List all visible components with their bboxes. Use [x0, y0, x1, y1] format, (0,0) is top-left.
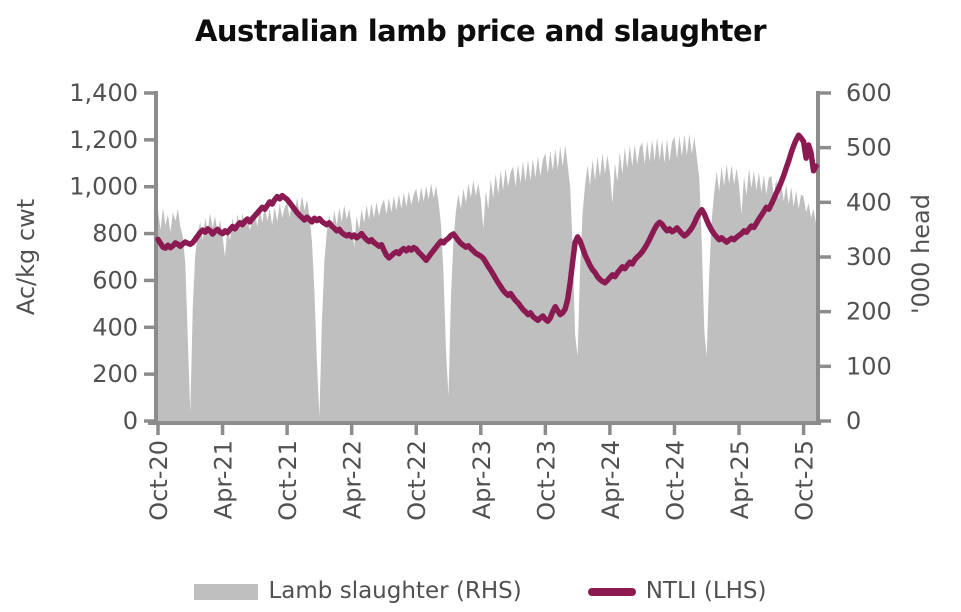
- x-axis-tick-label: Apr-21: [210, 440, 238, 519]
- x-axis-tick-label: Oct-21: [274, 440, 302, 521]
- left-axis-tick-label: 1,200: [69, 126, 138, 154]
- legend-item-ntli: NTLI (LHS): [587, 578, 767, 604]
- right-axis-tick-label: 600: [846, 79, 892, 107]
- ntli-legend-label: NTLI (LHS): [645, 578, 767, 604]
- chart-legend: Lamb slaughter (RHS) NTLI (LHS): [0, 580, 961, 603]
- ntli-line-swatch: [587, 587, 636, 596]
- right-axis-tick-label: 200: [846, 298, 892, 326]
- lamb-slaughter-area-swatch: [194, 583, 259, 600]
- x-axis-tick-label: Apr-24: [597, 440, 625, 519]
- left-axis-tick-label: 0: [123, 407, 138, 435]
- left-axis-tick-label: 800: [92, 220, 138, 248]
- x-axis-tick-label: Oct-24: [662, 440, 690, 521]
- left-axis-tick-label: 400: [92, 313, 138, 341]
- lamb-slaughter-legend-label: Lamb slaughter (RHS): [268, 578, 522, 604]
- left-axis-title: Ac/kg cwt: [12, 199, 40, 315]
- x-axis-tick-label: Oct-22: [403, 440, 431, 521]
- left-axis-tick-label: 1,000: [69, 173, 138, 201]
- x-axis-tick-label: Oct-25: [791, 440, 819, 521]
- right-axis-tick-label: 400: [846, 188, 892, 216]
- lamb-slaughter-area-series: [158, 133, 816, 421]
- ntli-line-series: [155, 132, 819, 324]
- x-axis-tick-label: Oct-23: [532, 440, 560, 521]
- left-axis-tick-label: 600: [92, 266, 138, 294]
- left-axis-tick-label: 200: [92, 360, 138, 388]
- legend-item-lamb-slaughter: Lamb slaughter (RHS): [194, 578, 522, 604]
- x-axis-tick-label: Oct-20: [145, 440, 173, 521]
- right-axis-tick-label: 0: [846, 407, 861, 435]
- x-axis-tick-label: Apr-25: [726, 440, 754, 519]
- x-axis-tick-label: Apr-23: [468, 440, 496, 519]
- x-axis-tick-label: Apr-22: [339, 440, 367, 519]
- right-axis-title: '000 head: [907, 194, 935, 314]
- chart-title: Australian lamb price and slaughter: [194, 14, 767, 48]
- right-axis-tick-label: 500: [846, 134, 892, 162]
- left-axis-tick-label: 1,400: [69, 79, 138, 107]
- right-axis-tick-label: 100: [846, 352, 892, 380]
- right-axis-tick-label: 300: [846, 243, 892, 271]
